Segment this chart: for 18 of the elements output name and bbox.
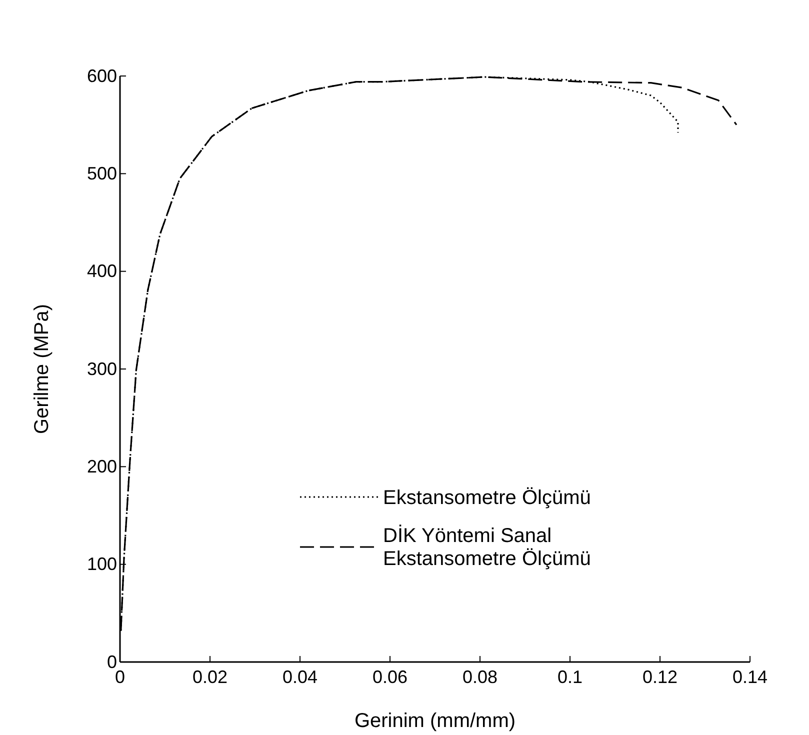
x-axis-title: Gerinim (mm/mm) — [354, 710, 516, 732]
y-tick-label: 400 — [86, 261, 117, 282]
x-tick-label: 0.04 — [282, 667, 318, 687]
y-axis-title: Gerilme (MPa) — [31, 304, 53, 434]
x-tick-label: 0.08 — [462, 667, 498, 687]
x-tick-label: 0.12 — [642, 667, 678, 687]
y-tick-label: 200 — [86, 456, 117, 476]
x-tick-label: 0.14 — [732, 667, 768, 687]
y-tick-label: 300 — [86, 358, 117, 379]
x-tick-label: 0.1 — [557, 667, 583, 687]
legend-label: Ekstansometre Ölçümü — [383, 487, 591, 509]
legend-label: DİK Yöntemi Sanal Ekstansometre Ölçümü — [383, 524, 591, 570]
y-tick-label: 500 — [86, 163, 117, 184]
x-tick-label: 0.06 — [372, 667, 408, 687]
y-tick-label: 600 — [86, 66, 117, 86]
y-tick-label: 100 — [86, 554, 117, 574]
y-tick-label: 0 — [106, 652, 117, 672]
x-tick-label: 0.02 — [192, 667, 228, 687]
